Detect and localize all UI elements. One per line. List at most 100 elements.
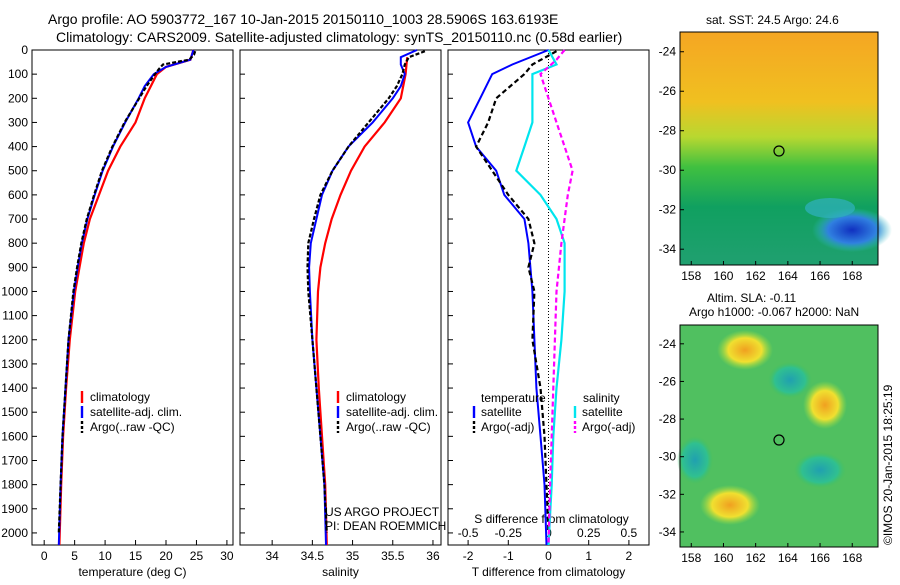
y-tick-label: 100 [8,67,28,81]
series-line-1 [474,50,558,533]
sst-cool-patch [805,198,855,218]
x-tick-label: 1 [585,549,592,563]
y-tick-label: 1200 [1,333,28,347]
series-line-0 [315,57,409,546]
top-tick-label: -0.5 [458,526,479,540]
legend-title-temperature: temperature [481,391,546,405]
sla-map-title-1: Altim. SLA: -0.11 [707,291,796,305]
y-tick-label: 0 [21,43,28,57]
top-tick-label: -0.25 [495,526,523,540]
y-tick-label: 1100 [2,309,28,323]
top-axis-label: S difference from climatology [474,512,629,526]
map-x-tick-label: 164 [778,551,798,565]
plot-frame [31,49,234,546]
map-y-tick-label: -26 [659,374,677,388]
x-tick-label: 15 [129,549,143,563]
sst-map: sat. SST: 24.5 Argo: 24.6 [679,13,892,266]
map-y-tick-label: -34 [659,525,677,539]
difference-panel: -2 -1 0 1 2T difference from climatology -0.5… [447,49,650,579]
sst-map-title: sat. SST: 24.5 Argo: 24.6 [706,13,839,27]
x-tick-label: 35 [346,549,360,563]
legend-label: satellite [582,405,623,419]
map-y-tick-label: -28 [659,124,677,138]
legend-label: satellite-adj. clim. [90,405,182,419]
series-line-0 [467,49,549,546]
y-tick-label: 800 [8,236,28,250]
sla-map-frame [679,324,879,548]
legend-label: Argo(-adj) [481,420,534,434]
x-tick-label: 5 [71,549,78,563]
legend-label: Argo(-adj) [582,420,635,434]
x-tick-label: 10 [98,549,112,563]
legend-label: satellite-adj. clim. [346,405,438,419]
y-tick-label: 600 [8,188,28,202]
series-line-3 [539,49,574,546]
map-y-tick-label: -30 [659,163,677,177]
map-y-tick-label: -26 [659,84,677,98]
map-x-tick-label: 158 [681,269,701,283]
y-tick-label: 1000 [1,284,28,298]
x-axis-label: T difference from climatology [472,565,626,579]
title-line-1: Argo profile: AO 5903772_167 10-Jan-2015… [48,11,558,27]
x-tick-label: 34 [265,549,279,563]
map-x-tick-label: 168 [842,551,862,565]
sla-high-3 [700,485,760,525]
sla-high-2 [803,381,847,429]
sla-map-title-2: Argo h1000: -0.067 h2000: NaN [689,305,859,319]
sst-cold-patch [812,208,892,252]
sla-map: Altim. SLA: -0.11 Argo h1000: -0.067 h20… [677,291,879,548]
y-tick-label: 1300 [1,357,28,371]
series-line-1 [308,49,418,546]
map-y-tick-label: -32 [659,487,677,501]
plot-frame [239,49,442,546]
series-line-2 [306,50,426,533]
x-tick-label: 34.5 [301,549,325,563]
legend-label: climatology [346,390,406,404]
sla-low-2 [677,436,713,484]
plot-frame [447,49,650,546]
x-axis-label: salinity [322,565,359,579]
y-tick-label: 300 [8,115,28,129]
x-tick-label: 36 [426,549,440,563]
salinity-panel: 34 34.5 35 35.5 36 salinity climatologysatelli… [239,49,442,579]
legend-label: climatology [90,390,150,404]
imos-label: ©IMOS 20-Jan-2015 18:25:19 [881,384,895,545]
map-y-tick-label: -32 [659,203,677,217]
x-tick-label: 0 [545,549,552,563]
x-axis-label: temperature (deg C) [78,565,186,579]
credit-line-2: PI: DEAN ROEMMICH [325,519,446,533]
x-tick-label: 0 [41,549,48,563]
sla-low-1 [768,362,812,398]
sla-high-1 [717,330,773,370]
x-tick-label: 30 [220,549,234,563]
map-x-tick-label: 168 [842,269,862,283]
y-tick-label: 1600 [1,429,28,443]
y-tick-label: 1500 [1,405,28,419]
y-tick-label: 1400 [1,381,28,395]
map-x-tick-label: 160 [713,551,733,565]
map-x-tick-label: 162 [746,551,766,565]
x-tick-label: 35.5 [381,549,405,563]
sst-argo-marker [773,145,785,157]
series-line-2 [515,49,566,546]
y-tick-label: 1900 [1,502,28,516]
credit-line-1: US ARGO PROJECT [325,505,440,519]
y-tick-label: 200 [8,91,28,105]
map-x-tick-label: 166 [810,551,830,565]
map-x-tick-label: 162 [746,269,766,283]
top-tick-label: 0.5 [621,526,638,540]
y-tick-label: 1700 [1,453,28,467]
y-tick-label: 900 [8,260,28,274]
x-tick-label: 25 [190,549,204,563]
y-tick-label: 500 [8,164,28,178]
top-tick-label: 0.25 [577,526,601,540]
x-tick-label: 2 [626,549,633,563]
map-x-tick-label: 166 [810,269,830,283]
y-tick-label: 2000 [1,526,28,540]
map-y-tick-label: -24 [659,337,677,351]
legend-label: satellite [481,405,522,419]
x-tick-label: -1 [503,549,514,563]
y-tick-label: 400 [8,140,28,154]
map-y-tick-label: -24 [659,45,677,59]
